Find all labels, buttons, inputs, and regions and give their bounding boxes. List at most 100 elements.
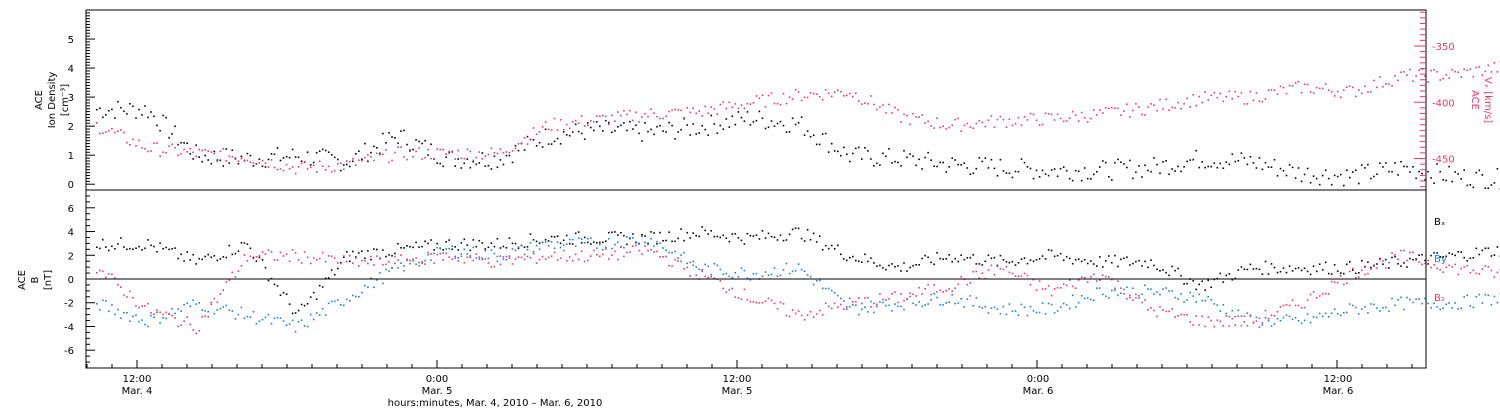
by-point (1333, 308, 1336, 310)
by-point (849, 306, 851, 308)
velocity-point (975, 122, 978, 125)
bz-point (843, 308, 845, 310)
bx-point (330, 269, 333, 271)
by-point (608, 237, 610, 240)
density-point (840, 154, 842, 157)
velocity-point (333, 170, 336, 172)
density-point (1285, 174, 1288, 177)
by-point (1352, 304, 1354, 307)
bz-point (876, 303, 878, 306)
bx-point (981, 264, 984, 266)
bx-point (352, 250, 354, 253)
bz-point (1291, 299, 1294, 302)
bz-point (1439, 268, 1441, 271)
by-point (1439, 308, 1441, 311)
bz-point (704, 275, 706, 278)
density-point (626, 129, 628, 132)
velocity-point (520, 143, 523, 145)
bz-point (1192, 324, 1194, 326)
bz-point (930, 293, 932, 296)
bz-point (126, 296, 128, 298)
velocity-point (1333, 95, 1336, 97)
date-tick-label: Mar. 4 (122, 386, 153, 397)
velocity-point (439, 148, 441, 151)
bz-point (415, 257, 417, 259)
density-point (870, 158, 872, 160)
density-point (791, 117, 794, 120)
bx-point (809, 238, 812, 241)
velocity-point (861, 103, 863, 105)
bz-point (1460, 267, 1462, 270)
by-point (1451, 307, 1453, 309)
density-point (288, 156, 291, 159)
bz-point (397, 259, 399, 261)
bz-point (204, 315, 206, 317)
bz-point (382, 263, 384, 266)
by-point (403, 269, 405, 272)
bx-point (647, 242, 649, 245)
density-point (755, 119, 758, 122)
by-point (1370, 303, 1372, 305)
field-tick-label: 4 (68, 228, 74, 239)
velocity-point (1102, 112, 1104, 114)
by-point (1267, 320, 1270, 322)
velocity-point (776, 102, 779, 105)
by-point (343, 304, 345, 307)
by-point (1424, 297, 1426, 300)
density-point (827, 151, 830, 153)
velocity-point (921, 114, 923, 116)
density-point (406, 143, 408, 146)
by-point (499, 255, 502, 257)
bz-point (499, 263, 502, 266)
date-tick-label: Mar. 6 (1323, 386, 1354, 397)
by-point (502, 258, 505, 260)
by-point (641, 235, 643, 238)
density-point (596, 121, 598, 123)
bx-point (978, 263, 981, 265)
by-point (683, 251, 685, 254)
velocity-point (1068, 117, 1071, 119)
velocity-point (442, 148, 444, 151)
bz-point (921, 293, 923, 295)
bx-point (409, 245, 411, 248)
velocity-point (972, 127, 975, 129)
velocity-point (1174, 107, 1176, 109)
bz-point (632, 245, 634, 247)
by-point (963, 306, 966, 308)
velocity-point (1433, 69, 1435, 71)
density-point (837, 150, 839, 153)
density-point (1219, 162, 1222, 165)
bz-point (547, 256, 550, 259)
bz-point (951, 290, 953, 293)
density-point (364, 142, 366, 145)
velocity-point (1135, 103, 1137, 105)
density-point (680, 128, 682, 131)
density-point (1243, 157, 1246, 159)
by-point (1415, 298, 1417, 300)
by-point (638, 242, 640, 245)
bx-point (201, 258, 203, 261)
density-point (370, 151, 372, 154)
velocity-point (376, 152, 378, 155)
bx-point (484, 248, 487, 250)
velocity-point (373, 159, 375, 162)
density-point (183, 142, 185, 144)
density-point (1096, 171, 1098, 173)
bz-point (791, 309, 794, 311)
by-point (1198, 293, 1200, 296)
by-point (846, 308, 848, 311)
by-point (1327, 315, 1330, 318)
bx-point (864, 253, 866, 256)
velocity-point (1243, 103, 1246, 105)
by-point (1324, 312, 1327, 315)
bx-point (105, 246, 107, 248)
velocity-point (818, 96, 821, 98)
velocity-point (647, 115, 649, 118)
bx-point (1264, 260, 1267, 263)
bz-point (815, 313, 818, 315)
density-point (921, 168, 923, 170)
bx-point (665, 239, 667, 242)
velocity-point (1150, 103, 1152, 105)
bz-point (255, 256, 258, 258)
bx-point (144, 247, 146, 250)
